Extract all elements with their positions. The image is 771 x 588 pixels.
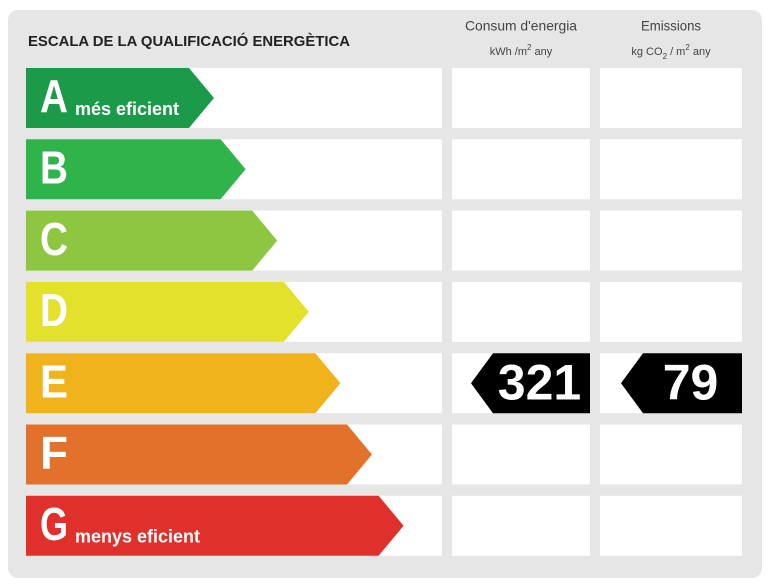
column-unit: kg CO2 / m2 any xyxy=(631,43,711,61)
value-text: 79 xyxy=(663,354,719,410)
rating-arrow xyxy=(26,210,278,271)
title: ESCALA DE LA QUALIFICACIÓ ENERGÈTICA xyxy=(28,32,350,50)
rating-letter: F xyxy=(40,427,68,479)
unit-part: kWh /m xyxy=(490,46,527,58)
column-title: Emissions xyxy=(641,18,701,34)
unit-part: any xyxy=(690,46,711,58)
value-cell xyxy=(600,139,742,200)
rating-arrow xyxy=(26,353,341,414)
rating-arrow xyxy=(26,495,404,556)
unit-part: kg CO xyxy=(631,46,663,58)
value-cell xyxy=(452,139,590,200)
column-unit: kWh /m2 any xyxy=(490,43,553,58)
value-cell xyxy=(452,281,590,342)
unit-part: / m xyxy=(667,46,685,58)
value-cell xyxy=(600,281,742,342)
value-indicator xyxy=(621,353,742,414)
rating-arrow xyxy=(26,281,309,342)
rating-letter: B xyxy=(40,141,68,193)
value-text: 321 xyxy=(498,354,581,410)
value-cell xyxy=(600,68,742,128)
unit-part: 2 xyxy=(663,52,668,61)
rating-letter: D xyxy=(40,284,68,336)
value-cell xyxy=(452,424,590,485)
rating-arrow xyxy=(26,68,214,128)
unit-part: 2 xyxy=(685,43,690,52)
value-cell xyxy=(600,424,742,485)
rating-letter: G xyxy=(40,498,68,550)
value-cell xyxy=(600,495,742,556)
rating-letter: E xyxy=(40,355,68,407)
value-cell xyxy=(452,210,590,271)
rating-arrow xyxy=(26,424,372,485)
value-cell xyxy=(600,210,742,271)
rating-letter: C xyxy=(40,213,68,265)
rating-note: més eficient xyxy=(75,99,179,119)
unit-part: any xyxy=(531,46,552,58)
rating-letter: A xyxy=(40,70,68,122)
rating-arrow xyxy=(26,139,246,200)
value-cell xyxy=(452,495,590,556)
unit-part: 2 xyxy=(527,43,532,52)
column-title: Consum d'energia xyxy=(465,18,577,34)
rating-note: menys eficient xyxy=(75,527,200,547)
value-indicator xyxy=(471,353,590,414)
value-cell xyxy=(452,68,590,128)
